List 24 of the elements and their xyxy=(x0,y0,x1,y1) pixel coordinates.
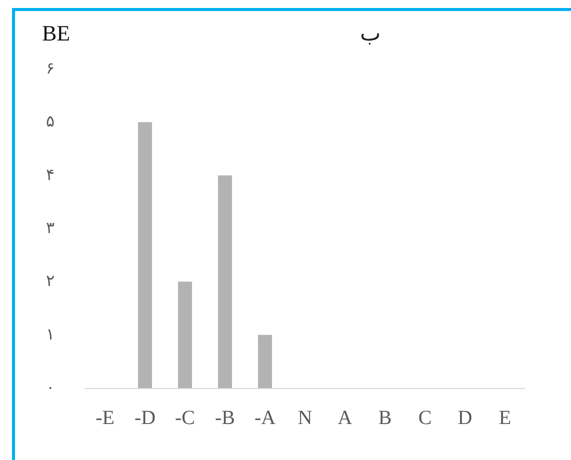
y-tick-label: ۴ xyxy=(46,166,55,184)
x-tick-label: B xyxy=(378,407,392,429)
bar xyxy=(138,122,152,388)
x-tick-label: -E xyxy=(96,407,114,429)
y-tick-label: ۰ xyxy=(46,380,55,396)
bar xyxy=(258,334,272,388)
y-tick-label: ۶ xyxy=(46,60,55,78)
x-tick-label: -D xyxy=(134,407,156,429)
y-tick-label: ۲ xyxy=(46,273,55,290)
y-tick-label: ۳ xyxy=(46,220,55,237)
x-tick-label: -B xyxy=(215,407,235,429)
x-tick-label: -A xyxy=(254,407,276,429)
bar xyxy=(178,282,192,388)
y-axis-title: BE xyxy=(42,20,70,46)
chart-title: ب xyxy=(360,20,381,46)
x-tick-label: D xyxy=(458,407,472,429)
y-tick-label: ۵ xyxy=(46,114,55,131)
x-tick-label: N xyxy=(298,407,312,429)
x-tick-label: -C xyxy=(175,407,195,429)
y-tick-label: ۱ xyxy=(46,326,55,344)
x-tick-label: C xyxy=(418,407,432,429)
x-tick-label: A xyxy=(338,407,353,429)
x-tick-label: E xyxy=(498,407,512,429)
bar xyxy=(218,175,232,388)
